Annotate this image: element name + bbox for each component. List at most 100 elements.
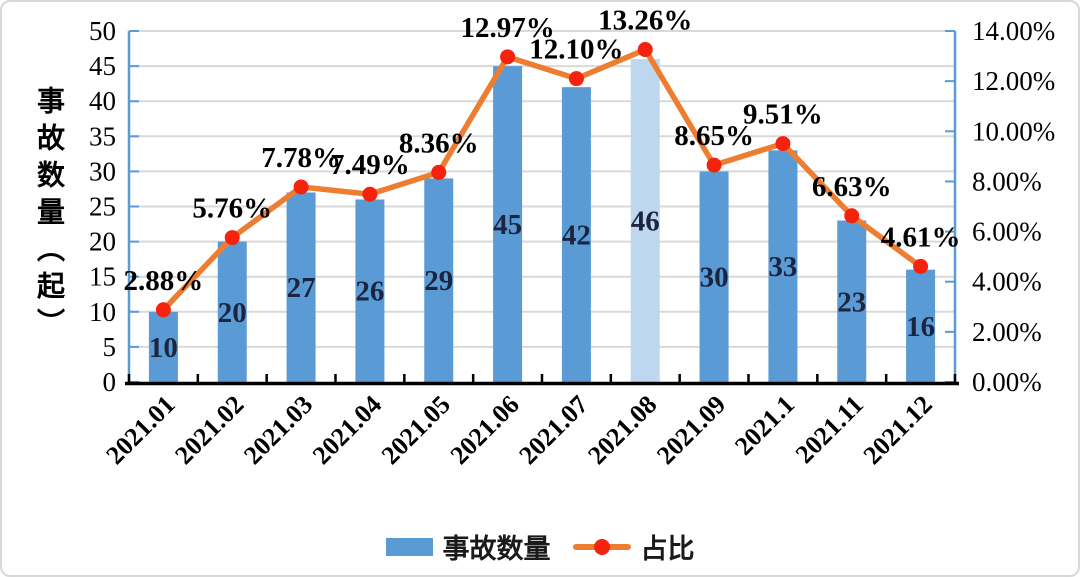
percent-label: 7.78% [261, 142, 341, 174]
x-category-label: 2021.11 [790, 390, 869, 469]
right-axis-tick-label: 14.00% [972, 16, 1055, 46]
percent-labels: 2.88% 5.76% 7.78%7.49%8.36% 12.97%12.10%13.… [124, 5, 961, 297]
left-axis-tick-label: 50 [89, 16, 116, 46]
left-axis-tick-label: 25 [89, 192, 116, 222]
bar-series [148, 59, 936, 383]
legend-label-line-series: 占比 [640, 534, 695, 564]
percent-label: 8.36% [399, 127, 479, 159]
left-axis-tick-label: 5 [103, 332, 117, 362]
left-axis-tick-labels: 0 5 10 15 20 25 30 35 40 45 50 [89, 16, 116, 397]
bar [630, 59, 660, 383]
bar-value-label: 29 [424, 265, 453, 297]
bar [217, 241, 247, 382]
x-category-label: 2021.09 [651, 390, 731, 470]
right-axis-tick-label: 12.00% [972, 66, 1055, 96]
left-axis-title: 事故数量（起） [33, 86, 64, 345]
x-axis-category-labels: 2021.012021.022021.032021.042021.052021.… [100, 390, 937, 470]
line-marker [844, 208, 860, 224]
bar [768, 150, 798, 382]
x-category-label: 2021.08 [582, 390, 662, 470]
percent-label: 12.10% [529, 34, 623, 66]
line-marker [637, 42, 653, 58]
left-axis-tick-label: 45 [89, 51, 116, 81]
right-axis-tick-label: 4.00% [972, 267, 1042, 297]
line-marker [362, 186, 378, 202]
right-axis-tick-label: 0.00% [972, 367, 1042, 397]
line-marker [568, 71, 584, 87]
x-category-label: 2021.07 [513, 390, 593, 470]
right-axis-tick-label: 2.00% [972, 317, 1042, 347]
right-axis [945, 30, 957, 383]
percent-label: 5.76% [192, 193, 272, 225]
percent-label: 9.51% [743, 99, 823, 131]
bar-value-label: 30 [700, 262, 729, 294]
right-axis-tick-label: 10.00% [972, 116, 1055, 146]
bar [286, 192, 316, 382]
x-category-label-group: 2021.09 [651, 390, 731, 470]
bar-value-label: 42 [562, 220, 591, 252]
line-series-swatch [572, 538, 631, 555]
percent-label: 13.26% [598, 5, 692, 37]
x-category-label: 2021.02 [169, 390, 249, 470]
x-category-label-group: 2021.07 [513, 390, 593, 470]
bar [699, 171, 729, 382]
bar-value-label: 16 [906, 311, 935, 343]
x-category-label-group: 2021.05 [376, 390, 456, 470]
x-category-label: 2021.1 [729, 390, 800, 461]
line-marker [155, 302, 171, 318]
left-axis-tick-label: 15 [89, 262, 116, 292]
gridlines [129, 30, 955, 348]
legend-label-bar-series: 事故数量 [442, 534, 551, 564]
left-axis [127, 30, 139, 383]
bar [148, 311, 178, 382]
x-axis [125, 374, 959, 386]
bar-value-label: 45 [493, 209, 522, 241]
line-marker [706, 157, 722, 173]
bar [837, 220, 867, 382]
line-marker [293, 179, 309, 195]
line-marker-dot-icon [593, 538, 610, 555]
percent-label: 8.65% [674, 120, 754, 152]
left-axis-tick-label: 0 [103, 367, 117, 397]
x-category-label-group: 2021.11 [790, 390, 869, 469]
line-markers [155, 42, 929, 318]
line-marker [224, 230, 240, 246]
left-axis-tick-label: 10 [89, 297, 116, 327]
x-category-label-group: 2021.08 [582, 390, 662, 470]
bar-value-label: 10 [149, 332, 178, 364]
left-axis-tick-label: 20 [89, 227, 116, 257]
percent-label: 12.97% [460, 12, 554, 44]
bar-value-label: 46 [631, 206, 660, 238]
x-category-label: 2021.04 [307, 390, 387, 470]
x-category-label: 2021.06 [445, 390, 525, 470]
line-path [160, 46, 924, 313]
line-series [160, 46, 924, 313]
line-marker [431, 164, 447, 180]
x-category-label-group: 2021.03 [238, 390, 318, 470]
x-category-label-group: 2021.12 [858, 390, 938, 470]
x-category-label: 2021.05 [376, 390, 456, 470]
right-axis-tick-labels: 0.00% 2.00% 4.00% 6.00% 8.00% 10.00% 12.00% 14.… [972, 16, 1055, 397]
x-category-label-group: 2021.06 [445, 390, 525, 470]
line-marker [775, 136, 791, 152]
left-axis-tick-label: 40 [89, 86, 116, 116]
bar [355, 199, 385, 382]
x-category-label: 2021.12 [858, 390, 938, 470]
bar-value-label: 20 [218, 297, 247, 329]
bar [561, 87, 591, 382]
percent-label: 4.61% [881, 221, 961, 253]
bar-value-label: 27 [287, 272, 316, 304]
left-axis-tick-label: 30 [89, 156, 116, 186]
x-category-label-group: 2021.04 [307, 390, 387, 470]
bar-value-label: 26 [355, 276, 384, 308]
legend-item-bar-series: 事故数量 [385, 527, 551, 566]
line-marker [500, 49, 516, 65]
percent-label: 7.49% [330, 149, 410, 181]
left-axis-tick-label: 35 [89, 121, 116, 151]
x-category-label-group: 2021.1 [729, 390, 800, 461]
x-category-label-group: 2021.01 [100, 390, 180, 470]
x-category-label-group: 2021.02 [169, 390, 249, 470]
right-axis-tick-label: 8.00% [972, 166, 1042, 196]
